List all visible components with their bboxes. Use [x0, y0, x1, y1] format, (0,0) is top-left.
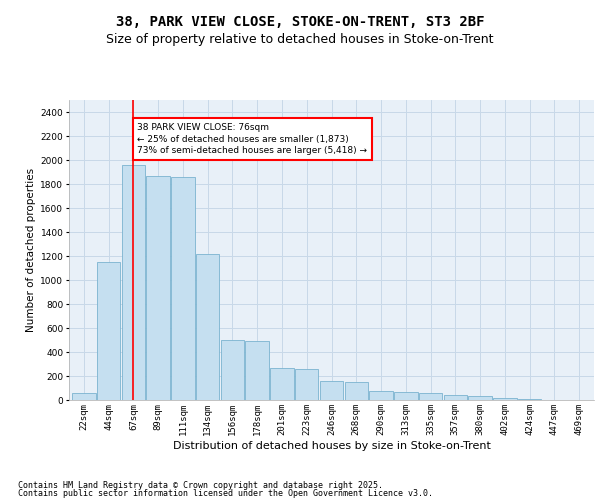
Bar — [122, 165, 145, 400]
Bar — [419, 393, 442, 400]
Bar — [196, 254, 220, 400]
Bar — [270, 368, 294, 400]
Bar — [469, 396, 492, 400]
Bar — [72, 394, 95, 400]
Bar — [97, 262, 121, 400]
Text: 38, PARK VIEW CLOSE, STOKE-ON-TRENT, ST3 2BF: 38, PARK VIEW CLOSE, STOKE-ON-TRENT, ST3… — [116, 16, 484, 30]
Text: Contains public sector information licensed under the Open Government Licence v3: Contains public sector information licen… — [18, 489, 433, 498]
Text: Size of property relative to detached houses in Stoke-on-Trent: Size of property relative to detached ho… — [106, 34, 494, 46]
Bar — [221, 340, 244, 400]
Bar — [493, 398, 517, 400]
Bar — [245, 341, 269, 400]
Bar — [518, 399, 541, 400]
Bar — [146, 176, 170, 400]
Bar — [369, 391, 393, 400]
Text: Contains HM Land Registry data © Crown copyright and database right 2025.: Contains HM Land Registry data © Crown c… — [18, 480, 383, 490]
X-axis label: Distribution of detached houses by size in Stoke-on-Trent: Distribution of detached houses by size … — [173, 440, 490, 450]
Bar — [394, 392, 418, 400]
Bar — [320, 382, 343, 400]
Text: 38 PARK VIEW CLOSE: 76sqm
← 25% of detached houses are smaller (1,873)
73% of se: 38 PARK VIEW CLOSE: 76sqm ← 25% of detac… — [137, 123, 367, 156]
Bar — [443, 394, 467, 400]
Y-axis label: Number of detached properties: Number of detached properties — [26, 168, 36, 332]
Bar — [344, 382, 368, 400]
Bar — [295, 369, 319, 400]
Bar — [171, 177, 194, 400]
